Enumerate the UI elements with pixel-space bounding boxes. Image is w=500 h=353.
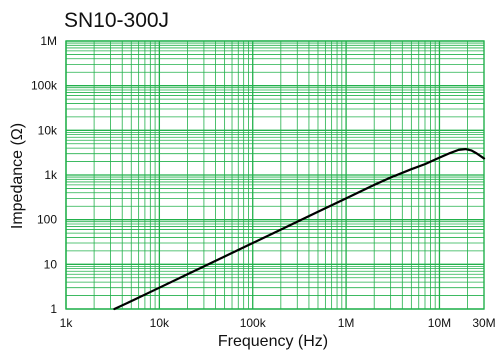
y-tick-label: 100 bbox=[37, 213, 57, 227]
y-tick-label: 10k bbox=[38, 123, 58, 137]
grid-layer bbox=[65, 40, 485, 310]
x-tick-label: 30M bbox=[472, 316, 495, 330]
y-tick-label: 1 bbox=[50, 302, 57, 316]
y-tick-label: 10 bbox=[44, 257, 58, 271]
x-axis-label: Frequency (Hz) bbox=[218, 333, 328, 350]
x-tick-labels: 1k 10k 100k 1M 10M 30M bbox=[60, 316, 496, 330]
plot-frame bbox=[65, 40, 485, 310]
x-tick-label: 1M bbox=[338, 316, 355, 330]
y-tick-label: 100k bbox=[31, 79, 58, 93]
y-tick-label: 1M bbox=[40, 34, 57, 48]
chart-title: SN10-300J bbox=[64, 9, 169, 32]
x-tick-label: 10M bbox=[428, 316, 451, 330]
x-tick-label: 100k bbox=[240, 316, 267, 330]
x-tick-label: 1k bbox=[60, 316, 74, 330]
y-tick-label: 1k bbox=[44, 168, 58, 182]
x-tick-label: 10k bbox=[150, 316, 170, 330]
impedance-curve bbox=[113, 148, 486, 311]
y-axis-label: Impedance (Ω) bbox=[9, 123, 26, 229]
y-tick-labels: 1 10 100 1k 10k 100k 1M bbox=[31, 34, 58, 316]
